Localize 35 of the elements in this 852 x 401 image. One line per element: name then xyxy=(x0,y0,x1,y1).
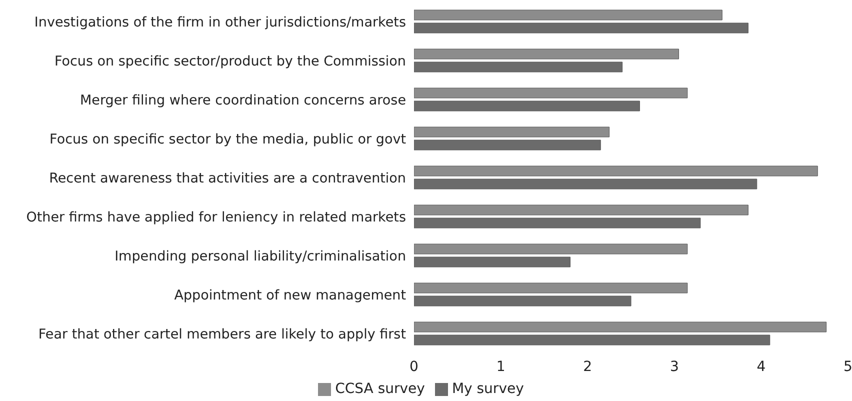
bar xyxy=(414,322,827,332)
x-tick-label: 1 xyxy=(496,358,506,375)
legend-label: CCSA survey xyxy=(335,381,425,397)
bar xyxy=(414,10,722,20)
y-tick-label: Recent awareness that activities are a contravention xyxy=(49,170,406,186)
x-tick-label: 5 xyxy=(844,358,852,375)
y-tick-label: Focus on specific sector/product by the Commission xyxy=(54,53,406,70)
bar xyxy=(414,22,748,34)
y-tick-label: Merger filing where coordination concerns arose xyxy=(80,92,406,108)
legend-label: My survey xyxy=(452,381,524,397)
bar xyxy=(414,126,610,138)
x-tick-label: 0 xyxy=(410,358,418,375)
bar xyxy=(414,48,679,60)
bar xyxy=(414,88,688,98)
bar xyxy=(414,282,688,294)
y-tick-label: Investigations of the firm in other jurisdictions/markets xyxy=(34,14,406,30)
y-tick-label: Other firms have applied for leniency in related markets xyxy=(26,209,406,226)
y-tick-label: Impending personal liability/criminalisation xyxy=(114,248,406,264)
x-tick-label: 2 xyxy=(583,358,592,375)
y-tick-label: Focus on specific sector by the media, public or govt xyxy=(50,131,406,148)
bar xyxy=(414,100,640,112)
bar xyxy=(414,140,601,150)
bar xyxy=(414,256,570,268)
bar xyxy=(414,296,632,306)
bar xyxy=(414,244,688,254)
y-tick-label: Fear that other cartel members are likely to apply first xyxy=(38,326,406,342)
bar xyxy=(414,62,623,72)
y-tick-label: Appointment of new management xyxy=(174,287,406,304)
x-tick-label: 4 xyxy=(756,358,766,375)
bar xyxy=(414,218,701,228)
bar xyxy=(414,204,748,216)
bar xyxy=(414,166,818,176)
bar xyxy=(414,178,758,190)
x-tick-label: 3 xyxy=(670,358,679,375)
bar xyxy=(414,334,770,346)
